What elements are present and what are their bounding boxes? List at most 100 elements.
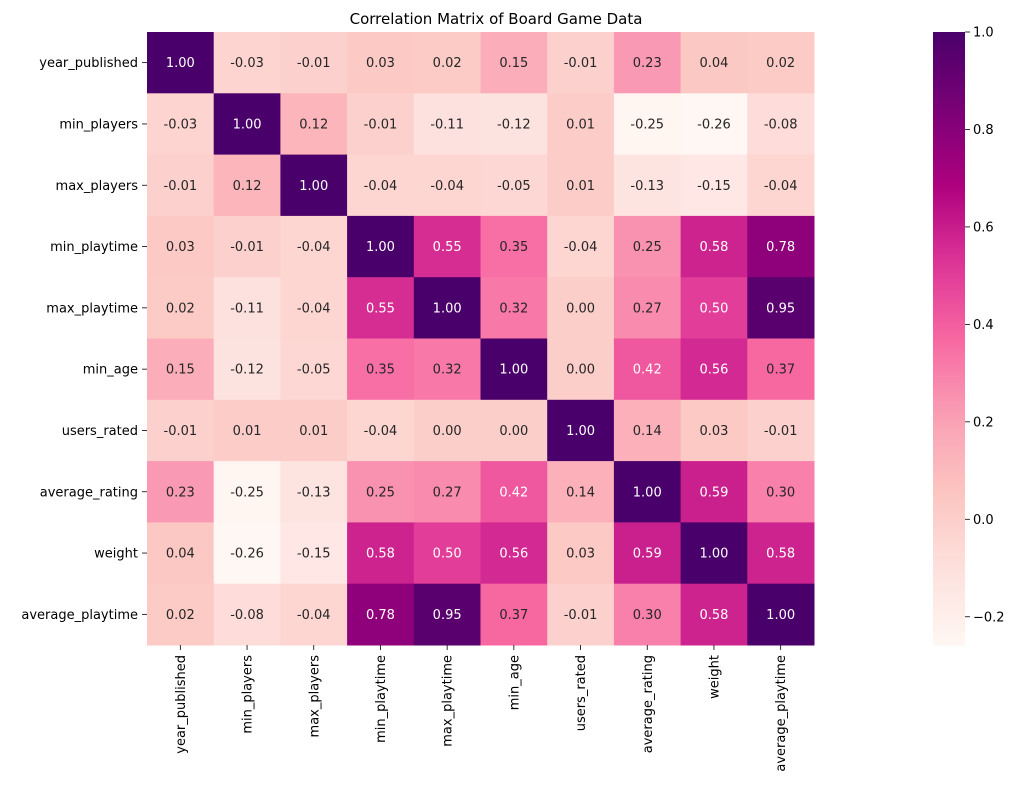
- heatmap-cell: [480, 154, 548, 217]
- heatmap-cell: [680, 154, 748, 217]
- heatmap-cell: [480, 522, 548, 585]
- chart-title: Correlation Matrix of Board Game Data: [350, 10, 643, 28]
- cell-value-label: -0.04: [430, 179, 464, 194]
- cell-value-label: -0.01: [230, 240, 264, 255]
- cell-value-label: 0.35: [366, 363, 395, 378]
- heatmap-cell: [613, 338, 682, 401]
- heatmap-cell: [680, 399, 748, 462]
- heatmap-cells: 1.00 -0.03 -0.01 0.03 0.02 0.15 -0.01 0.23 0.04 0…: [147, 32, 815, 646]
- cell-value-label: 0.59: [633, 547, 662, 562]
- heatmap-cell: [747, 215, 815, 278]
- row-label: average_playtime: [21, 608, 138, 623]
- row-label: users_rated: [62, 424, 138, 439]
- heatmap-cell: [547, 338, 615, 401]
- cell-value-label: 1.00: [233, 117, 262, 132]
- cell-value-label: -0.01: [364, 117, 398, 132]
- cell-value-label: 0.00: [566, 301, 595, 316]
- cell-value-label: 0.42: [633, 363, 662, 378]
- cell-value-label: -0.26: [697, 117, 731, 132]
- cell-value-label: 1.00: [566, 424, 595, 439]
- heatmap-cell: [147, 32, 215, 94]
- heatmap-cell: [680, 215, 748, 278]
- cell-value-label: 0.32: [499, 301, 528, 316]
- heatmap-cell: [413, 154, 481, 217]
- cell-value-label: 0.02: [766, 56, 795, 71]
- heatmap-cell: [480, 583, 548, 646]
- heatmap-cell: [613, 32, 682, 94]
- cell-value-label: 0.14: [566, 485, 595, 500]
- heatmap-cell: [547, 215, 615, 278]
- cell-value-label: -0.01: [564, 56, 598, 71]
- heatmap-cell: [413, 522, 481, 585]
- row-labels: year_published min_players max_players min_…: [21, 56, 147, 623]
- heatmap-cell: [680, 93, 748, 156]
- heatmap-cell: [280, 32, 348, 94]
- heatmap-cell: [147, 461, 215, 523]
- heatmap-cell: [213, 277, 281, 339]
- row-label: max_playtime: [46, 301, 138, 316]
- heatmap-cell: [680, 277, 748, 339]
- heatmap-cell: [347, 154, 415, 217]
- cell-value-label: 0.03: [366, 56, 395, 71]
- column-label: max_playtime: [441, 655, 456, 747]
- heatmap-cell: [347, 583, 415, 646]
- cell-value-label: 0.56: [499, 547, 528, 562]
- cell-value-label: 0.27: [433, 485, 462, 500]
- column-label: min_age: [507, 655, 522, 710]
- cell-value-label: -0.03: [230, 56, 264, 71]
- heatmap-cell: [347, 522, 415, 585]
- heatmap-cell: [613, 154, 682, 217]
- cell-value-label: 0.37: [499, 608, 528, 623]
- heatmap-cell: [280, 399, 348, 462]
- heatmap-cell: [747, 277, 815, 339]
- cell-value-label: 0.15: [499, 56, 528, 71]
- heatmap-cell: [413, 399, 481, 462]
- heatmap-cell: [280, 583, 348, 646]
- cell-value-label: 0.02: [166, 608, 195, 623]
- cell-value-label: 1.00: [366, 240, 395, 255]
- cell-value-label: 0.58: [699, 240, 728, 255]
- cell-value-label: 0.95: [433, 608, 462, 623]
- heatmap-cell: [147, 399, 215, 462]
- heatmap-cell: [413, 461, 481, 523]
- column-labels: year_published min_players max_players min_…: [174, 645, 789, 772]
- cell-value-label: 0.59: [699, 485, 728, 500]
- row-label: average_rating: [40, 485, 138, 500]
- cell-value-label: 0.01: [566, 117, 595, 132]
- heatmap-cell: [147, 154, 215, 217]
- heatmap-cell: [280, 461, 348, 523]
- cell-value-label: -0.04: [297, 301, 331, 316]
- cell-value-label: 1.00: [299, 179, 328, 194]
- cell-value-label: 0.35: [499, 240, 528, 255]
- cell-value-label: 1.00: [766, 608, 795, 623]
- cell-value-label: 0.01: [566, 179, 595, 194]
- row-label: year_published: [39, 56, 138, 71]
- cell-value-label: -0.15: [697, 179, 731, 194]
- cell-value-label: 0.02: [166, 301, 195, 316]
- cell-value-label: 1.00: [699, 547, 728, 562]
- cell-value-label: -0.25: [230, 485, 264, 500]
- heatmap-cell: [747, 461, 815, 523]
- heatmap-cell: [480, 399, 548, 462]
- heatmap-cell: [413, 277, 481, 339]
- heatmap-cell: [747, 399, 815, 462]
- heatmap-cell: [547, 522, 615, 585]
- cell-value-label: 0.30: [633, 608, 662, 623]
- column-label: year_published: [174, 655, 189, 754]
- heatmap-cell: [347, 215, 415, 278]
- column-label: average_playtime: [774, 655, 789, 772]
- heatmap-cell: [147, 338, 215, 401]
- cell-value-label: 0.58: [699, 608, 728, 623]
- heatmap-cell: [147, 215, 215, 278]
- row-label: weight: [94, 547, 138, 562]
- heatmap-cell: [280, 154, 348, 217]
- heatmap-cell: [480, 338, 548, 401]
- colorbar-tick-label: 0.8: [973, 123, 994, 138]
- heatmap-cell: [613, 522, 682, 585]
- cell-value-label: 0.03: [166, 240, 195, 255]
- colorbar-tick-label: −0.2: [973, 610, 1005, 625]
- heatmap-cell: [547, 154, 615, 217]
- column-label: max_players: [307, 655, 322, 738]
- heatmap-cell: [547, 461, 615, 523]
- heatmap-cell: [213, 522, 281, 585]
